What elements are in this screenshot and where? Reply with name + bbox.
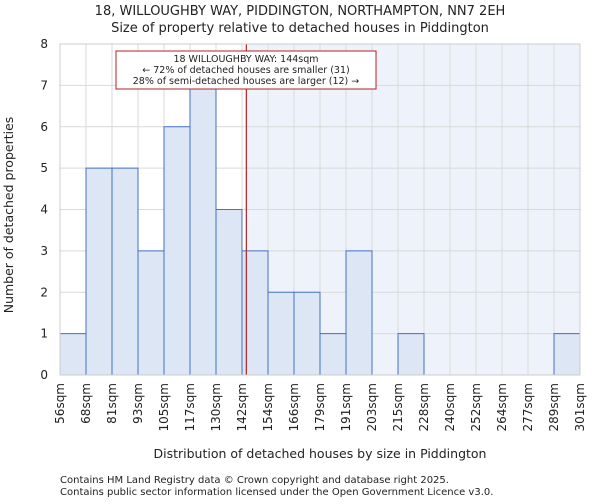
x-tick-label: 117sqm: [183, 383, 197, 431]
bar: [553, 333, 581, 376]
chart-title: 18, WILLOUGHBY WAY, PIDDINGTON, NORTHAMP…: [95, 4, 506, 19]
x-tick-label: 191sqm: [339, 383, 353, 431]
y-tick-label: 0: [40, 368, 48, 382]
x-tick-label: 68sqm: [79, 383, 93, 424]
x-tick-label: 154sqm: [261, 383, 275, 431]
bar: [397, 333, 425, 376]
y-tick-label: 6: [40, 120, 48, 134]
annotation-line-2: ← 72% of detached houses are smaller (31…: [142, 65, 349, 76]
x-tick-label: 203sqm: [365, 383, 379, 431]
annotation-frame: [115, 50, 377, 90]
y-tick-label: 2: [40, 285, 48, 299]
bar: [163, 126, 191, 376]
annotation-line-3: 28% of semi-detached houses are larger (…: [133, 76, 360, 87]
x-tick-label: 252sqm: [469, 383, 483, 431]
x-tick-label: 277sqm: [521, 383, 535, 431]
bar: [111, 167, 139, 376]
y-axis-label: Number of detached properties: [1, 117, 16, 314]
bar: [85, 167, 113, 376]
x-axis-label: Distribution of detached houses by size …: [154, 446, 487, 461]
bar: [293, 291, 321, 376]
bar: [137, 250, 165, 376]
footer-line-1: Contains HM Land Registry data © Crown c…: [60, 475, 449, 486]
y-tick-label: 1: [40, 327, 48, 341]
x-tick-label: 179sqm: [313, 383, 327, 431]
y-tick-label: 3: [40, 244, 48, 258]
y-tick-label: 5: [40, 161, 48, 175]
annotation-line-1: 18 WILLOUGHBY WAY: 144sqm: [173, 54, 318, 65]
bars: [59, 84, 581, 376]
x-tick-label: 142sqm: [235, 383, 249, 431]
x-tick-label: 56sqm: [53, 383, 67, 424]
chart-subtitle: Size of property relative to detached ho…: [111, 21, 489, 36]
x-tick-label: 166sqm: [287, 383, 301, 431]
bar: [319, 333, 347, 376]
x-tick-label: 240sqm: [443, 383, 457, 431]
bar: [345, 250, 373, 376]
bar: [215, 209, 243, 376]
bar: [267, 291, 295, 376]
bar: [189, 84, 217, 376]
x-tick-label: 228sqm: [417, 383, 431, 431]
y-tick-label: 7: [40, 78, 48, 92]
x-tick-label: 105sqm: [157, 383, 171, 431]
y-tick-label: 8: [40, 37, 48, 51]
x-tick-label: 215sqm: [391, 383, 405, 431]
bar: [59, 333, 87, 376]
y-tick-label: 4: [40, 203, 48, 217]
x-tick-label: 289sqm: [547, 383, 561, 431]
x-axis-ticks: 56sqm 68sqm 81sqm 93sqm 105sqm 117sqm 130sqm 14…: [53, 383, 587, 431]
plot-frame: [59, 43, 581, 376]
x-tick-label: 130sqm: [209, 383, 223, 431]
x-tick-label: 93sqm: [131, 383, 145, 424]
y-axis-ticks: 0 1 2 3 4 5 6 7 8: [40, 37, 48, 382]
x-tick-label: 81sqm: [105, 383, 119, 424]
annotation-box: 18 WILLOUGHBY WAY: 144sqm ← 72% of detac…: [115, 50, 377, 90]
footer-line-2: Contains public sector information licen…: [60, 487, 493, 498]
x-tick-label: 264sqm: [495, 383, 509, 431]
x-tick-label: 301sqm: [573, 383, 587, 431]
